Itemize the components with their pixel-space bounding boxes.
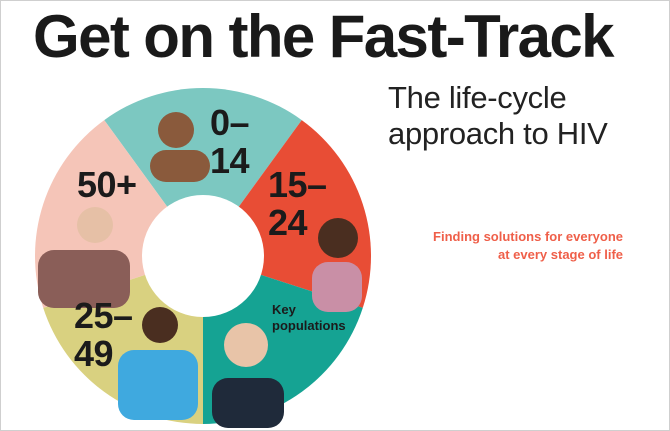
tagline: Finding solutions for everyone at every … [433,228,623,264]
label-line: populations [272,318,346,333]
label-line: 0– [210,102,250,143]
label-line: 15– [268,164,327,205]
label-line: 49 [74,333,114,374]
tagline-line: Finding solutions for everyone [433,229,623,244]
segment-label-15-24: 15– 24 [268,166,327,242]
teen-photo [312,218,362,312]
page-title: Get on the Fast-Track [33,3,614,70]
donut-hole [142,195,264,317]
subtitle-line: The life-cycle [388,80,567,115]
person-head [142,307,178,343]
couple-photo [118,307,198,420]
label-line: 50+ [77,164,137,205]
person-body [212,378,284,428]
tagline-line: at every stage of life [498,247,623,262]
label-line: 14 [210,140,250,181]
label-line: 25– [74,295,133,336]
subtitle-line: approach to HIV [388,116,608,151]
person-body [118,350,198,420]
young-man-photo [212,323,284,428]
person-head [224,323,268,367]
older-couple-photo [38,207,130,308]
person-head [77,207,113,243]
label-line: Key [272,302,296,317]
segment-label-0-14: 0– 14 [210,102,250,181]
segment-label-25-49: 25– 49 [74,297,133,373]
person-head [318,218,358,258]
person-body [38,250,130,308]
baby-photo [150,112,210,182]
segment-label-50-plus: 50+ [77,166,137,204]
label-line: 24 [268,202,308,243]
segment-label-key-populations: Key populations [272,302,346,334]
person-body [312,262,362,312]
subtitle: The life-cycle approach to HIV [388,80,608,152]
person-head [158,112,194,148]
person-body [150,150,210,182]
